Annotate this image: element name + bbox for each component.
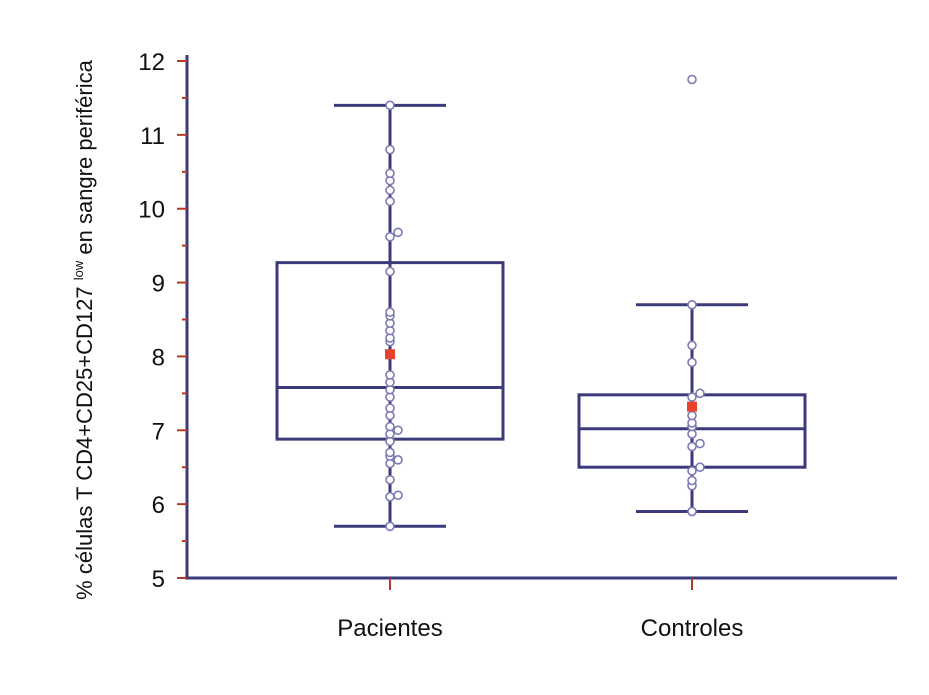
data-point [393,227,403,238]
mean-marker [385,349,395,360]
y-axis-label-prefix: % células T CD4+CD25+CD127 [72,280,97,600]
y-tick-label: 5 [152,566,165,593]
data-point [385,491,395,502]
y-tick-label: 11 [140,123,165,150]
y-tick-label: 7 [152,418,165,445]
data-point [385,168,395,179]
y-ticks: 5 6 7 8 9 10 11 12 [138,49,187,593]
data-point [687,506,697,517]
y-tick-label: 8 [152,344,165,371]
y-axis-label-suffix: en sangre periférica [72,59,97,254]
data-point [695,462,705,473]
x-tick-label: Controles [641,615,744,642]
boxes [275,74,807,532]
data-point [695,438,705,449]
data-point [385,231,395,242]
data-point [385,370,395,380]
data-point [687,299,697,310]
data-point [695,388,705,399]
data-point [385,403,395,413]
y-tick-label: 12 [138,49,165,76]
data-point [687,466,697,476]
box-group-controles [577,74,807,517]
data-point [385,100,395,111]
data-point [385,521,395,532]
y-axis-label-superscript: low [71,260,86,280]
data-point [385,447,395,458]
y-tick-label: 6 [152,492,165,519]
data-point [687,392,697,402]
data-point [385,185,395,196]
x-tick-label: Pacientes [337,615,442,642]
data-point [687,340,697,351]
data-point [687,475,697,486]
data-point [385,196,395,207]
box-group-pacientes [275,100,505,532]
mean-marker [687,401,697,412]
data-point [385,144,395,155]
data-point [385,474,395,485]
y-axis-label: % células T CD4+CD25+CD127 low en sangre… [63,59,97,599]
data-point [393,425,403,436]
data-point [687,441,697,452]
data-point [385,307,395,317]
x-ticks: Pacientes Controles [337,578,743,642]
y-tick-label: 10 [138,197,165,224]
y-tick-label: 9 [152,271,165,298]
axes [185,55,897,580]
data-point [393,490,403,501]
data-point [687,74,697,85]
data-point [687,410,697,421]
data-point [385,421,395,432]
data-point [385,266,395,277]
data-point [393,455,403,465]
data-point [687,357,697,368]
